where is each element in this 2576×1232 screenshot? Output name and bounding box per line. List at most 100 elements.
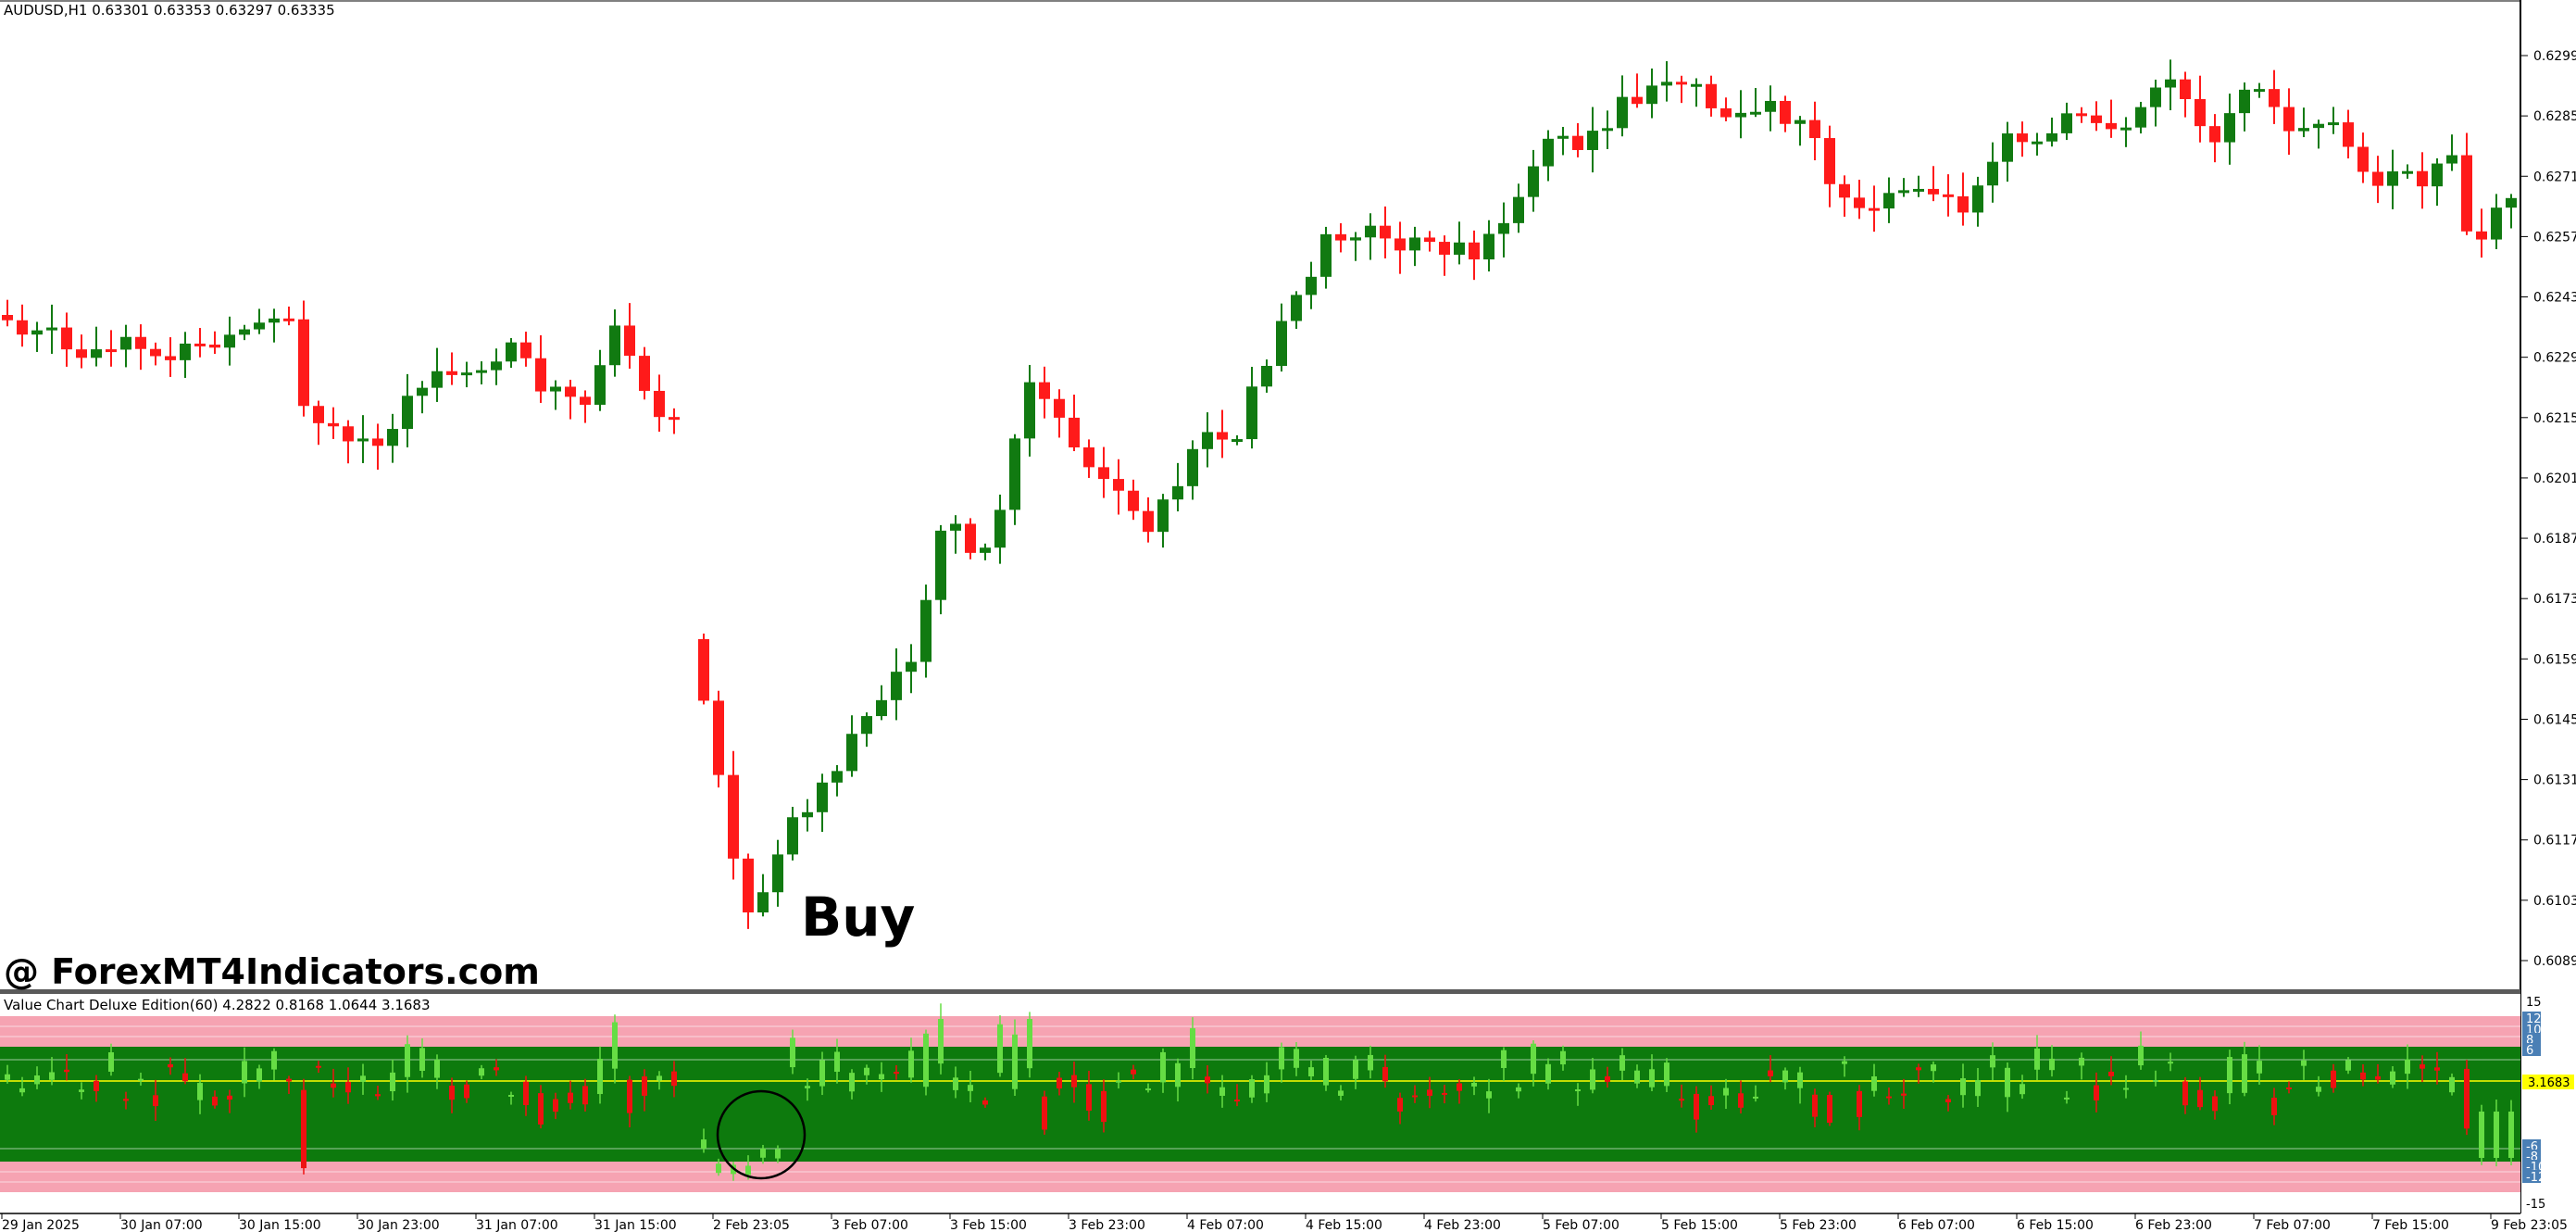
indicator-bull-bar — [1027, 1019, 1032, 1069]
bull-candle — [1691, 83, 1702, 87]
bear-candle — [1943, 194, 1954, 197]
indicator-scale: 151210860.00-6-8-10-12-153.1683 — [2522, 996, 2574, 1212]
bull-candle — [1987, 161, 1998, 186]
indicator-bear-bar — [182, 1073, 188, 1082]
time-label: 3 Feb 07:00 — [832, 1218, 908, 1232]
bull-candle — [1409, 237, 1420, 251]
indicator-bear-bar — [1086, 1084, 1092, 1111]
indicator-bear-bar — [1738, 1093, 1744, 1108]
indicator-bull-bar — [1545, 1063, 1551, 1084]
price-pane[interactable] — [0, 0, 2520, 991]
indicator-bull-bar — [790, 1037, 795, 1068]
indicator-bull-bar — [197, 1083, 203, 1100]
indicator-bull-bar — [1634, 1070, 1640, 1084]
indicator-bull-bar — [1990, 1055, 1995, 1068]
indicator-bull-bar — [612, 1022, 618, 1069]
indicator-pane[interactable]: 151210860.00-6-8-10-12-153.1683 — [0, 994, 2574, 1213]
indicator-bull-bar — [716, 1163, 721, 1174]
indicator-bull-bar — [390, 1072, 395, 1092]
bear-candle — [1632, 96, 1643, 105]
indicator-bull-bar — [2034, 1048, 2040, 1070]
bull-candle — [950, 523, 961, 531]
bear-candle — [2476, 231, 2487, 240]
indicator-bear-bar — [1708, 1096, 1714, 1106]
bear-candle — [1069, 417, 1080, 447]
indicator-bull-bar — [2079, 1057, 2084, 1066]
bear-candle — [1380, 225, 1391, 239]
bear-candle — [1928, 188, 1939, 195]
indicator-bull-bar — [242, 1061, 247, 1084]
bull-candle — [1291, 295, 1302, 321]
indicator-bear-bar — [1397, 1098, 1403, 1112]
bull-candle — [1202, 432, 1213, 449]
bull-candle — [1646, 85, 1657, 105]
indicator-bull-bar — [1575, 1089, 1581, 1092]
bull-candle — [1172, 485, 1183, 500]
indicator-bull-bar — [1619, 1055, 1625, 1071]
indicator-bear-bar — [212, 1096, 218, 1106]
indicator-bars — [5, 1003, 2514, 1181]
indicator-bear-bar — [1679, 1099, 1684, 1101]
indicator-bear-bar — [286, 1078, 292, 1082]
scale-label: 6 — [2526, 1044, 2533, 1058]
bull-candle — [2328, 122, 2339, 126]
bear-candle — [328, 422, 339, 427]
pane-separator[interactable] — [0, 989, 2520, 994]
price-axis: 0.62995 0.62855 0.62715 0.62575 0.62435 0.622… — [2520, 49, 2576, 969]
indicator-bear-bar — [2197, 1089, 2203, 1108]
indicator-bear-bar — [2420, 1064, 2425, 1069]
bull-candle — [906, 661, 917, 673]
bull-candle — [269, 318, 280, 323]
bear-candle — [1083, 446, 1094, 468]
bull-candle — [1794, 119, 1806, 124]
indicator-bear-bar — [1042, 1096, 1047, 1130]
time-label: 31 Jan 15:00 — [594, 1218, 677, 1232]
bull-candle — [506, 342, 517, 362]
price-label: 0.62295 — [2533, 351, 2576, 366]
indicator-bull-bar — [1975, 1079, 1981, 1097]
indicator-bull-bar — [2449, 1076, 2455, 1093]
bull-candle — [2032, 141, 2043, 145]
indicator-bear-bar — [494, 1067, 499, 1071]
price-label: 0.62015 — [2533, 471, 2576, 486]
price-label: 0.62715 — [2533, 170, 2576, 184]
indicator-bear-bar — [1916, 1067, 1921, 1071]
indicator-bull-bar — [34, 1075, 40, 1085]
bull-candle — [1350, 237, 1361, 241]
price-candles[interactable] — [2, 59, 2517, 929]
bear-candle — [1098, 467, 1109, 480]
bull-candle — [876, 699, 887, 717]
bear-candle — [1039, 382, 1050, 399]
indicator-bear-bar — [168, 1063, 173, 1068]
indicator-bull-bar — [138, 1078, 144, 1081]
time-label: 5 Feb 23:00 — [1780, 1218, 1857, 1232]
bull-candle — [1913, 188, 1924, 192]
bear-candle — [2209, 126, 2220, 143]
bull-candle — [891, 672, 902, 700]
indicator-bear-bar — [1457, 1083, 1462, 1091]
indicator-bear-bar — [449, 1085, 455, 1100]
symbol-info: AUDUSD,H1 0.63301 0.63353 0.63297 0.6333… — [4, 2, 335, 19]
bull-candle — [2061, 113, 2072, 133]
indicator-bear-bar — [316, 1065, 321, 1068]
indicator-bear-bar — [345, 1081, 351, 1093]
bull-candle — [1232, 439, 1243, 443]
bull-candle — [1246, 386, 1257, 440]
indicator-bull-bar — [2020, 1084, 2025, 1095]
indicator-bull-bar — [256, 1068, 262, 1082]
bull-candle — [935, 530, 946, 600]
indicator-bull-bar — [1116, 1080, 1121, 1083]
bear-candle — [1957, 195, 1969, 213]
indicator-bull-bar — [1871, 1076, 1877, 1091]
indicator-bull-bar — [1219, 1087, 1225, 1096]
bear-candle — [1706, 83, 1717, 108]
time-label: 29 Jan 2025 — [2, 1218, 80, 1232]
indicator-bull-bar — [5, 1074, 10, 1080]
time-axis: 29 Jan 2025 30 Jan 07:00 30 Jan 15:00 30 Ja… — [1, 1213, 2568, 1232]
indicator-bull-bar — [1279, 1047, 1284, 1070]
indicator-bear-bar — [1205, 1076, 1210, 1084]
indicator-bear-bar — [1071, 1075, 1077, 1087]
indicator-bull-bar — [508, 1094, 514, 1097]
bull-candle — [2254, 89, 2265, 93]
